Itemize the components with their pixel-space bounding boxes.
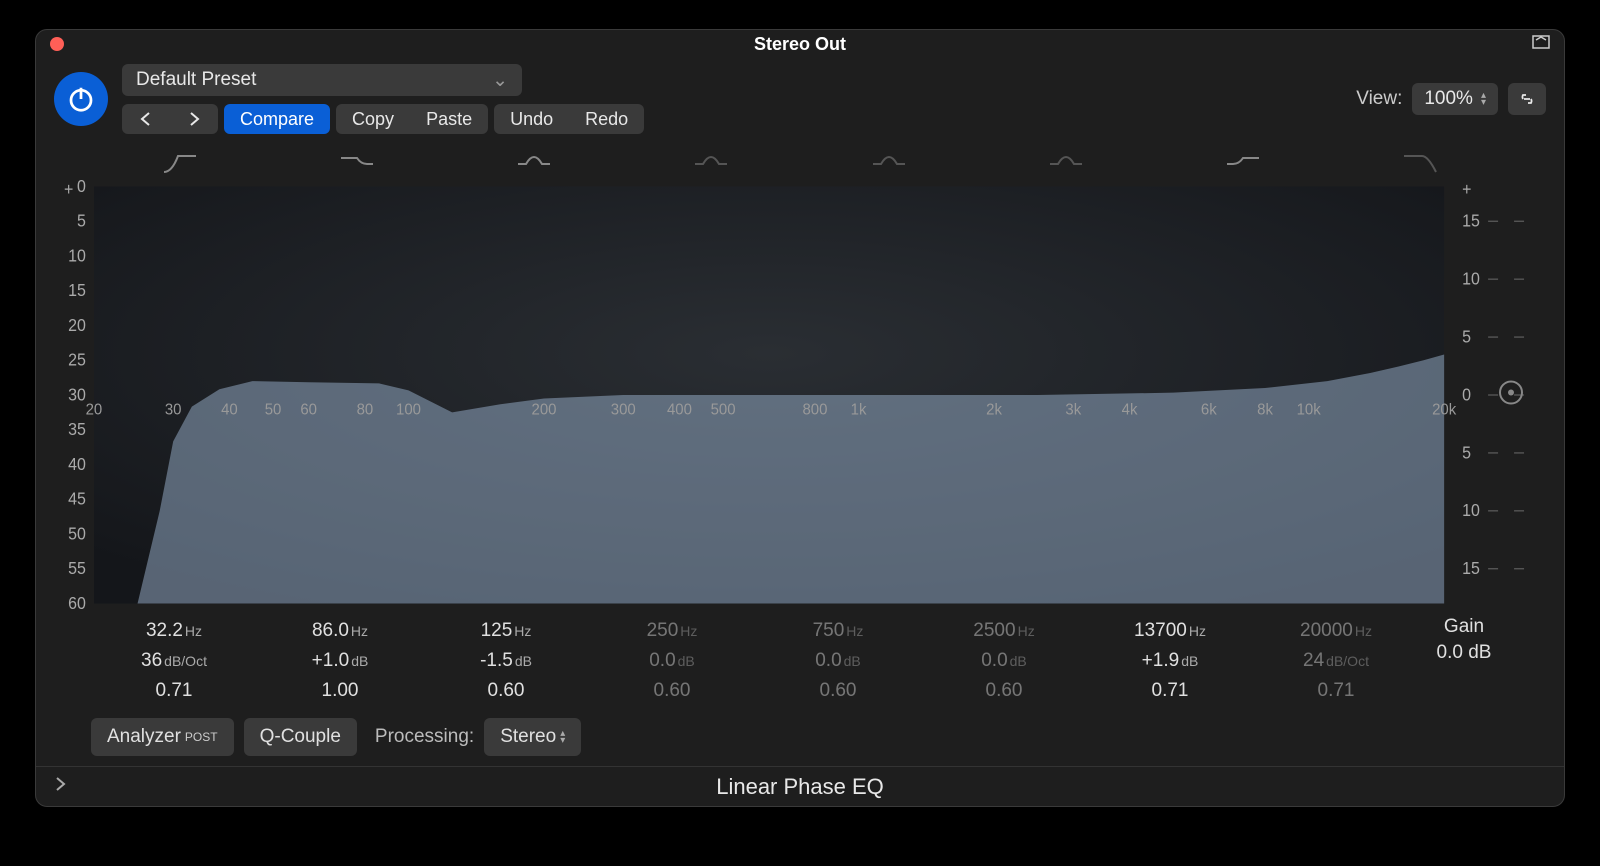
svg-text:15: 15 [68, 281, 86, 301]
band-8-type-icon[interactable] [1332, 148, 1509, 180]
svg-text:200: 200 [532, 401, 557, 419]
band-8-params[interactable]: 20000Hz24dB/Oct0.71 [1253, 616, 1419, 706]
svg-text:10: 10 [68, 246, 86, 266]
svg-text:30: 30 [68, 385, 86, 405]
redo-button[interactable]: Redo [569, 104, 644, 134]
svg-text:60: 60 [68, 593, 86, 610]
band-6-type-icon[interactable] [977, 148, 1154, 180]
preset-name: Default Preset [136, 69, 256, 91]
q-couple-button[interactable]: Q-Couple [244, 718, 357, 756]
svg-text:40: 40 [68, 454, 86, 474]
toolbar: Default Preset ⌄ Compare Copy Pas [36, 58, 1564, 144]
eq-graph[interactable]: +051015202530354045505560+15105051015203… [46, 180, 1554, 610]
svg-text:800: 800 [802, 401, 827, 419]
band-1-type-icon[interactable] [91, 148, 268, 180]
svg-text:80: 80 [357, 401, 374, 419]
svg-text:60: 60 [300, 401, 317, 419]
svg-text:5: 5 [1462, 327, 1471, 347]
band-4-params[interactable]: 250Hz0.0dB0.60 [589, 616, 755, 706]
analyzer-button[interactable]: AnalyzerPOST [91, 718, 234, 756]
band-7-type-icon[interactable] [1155, 148, 1332, 180]
close-button[interactable] [50, 37, 64, 51]
svg-text:8k: 8k [1257, 401, 1273, 419]
svg-text:15: 15 [1462, 559, 1480, 579]
svg-text:50: 50 [265, 401, 282, 419]
svg-text:100: 100 [396, 401, 421, 419]
svg-text:0: 0 [1462, 385, 1471, 405]
svg-text:3k: 3k [1065, 401, 1081, 419]
svg-text:10k: 10k [1297, 401, 1321, 419]
svg-text:30: 30 [165, 401, 182, 419]
view-zoom[interactable]: 100% ▴▾ [1412, 83, 1498, 115]
svg-text:300: 300 [611, 401, 636, 419]
band-6-params[interactable]: 2500Hz0.0dB0.60 [921, 616, 1087, 706]
undo-button[interactable]: Undo [494, 104, 569, 134]
link-button[interactable] [1508, 83, 1546, 115]
preset-selector[interactable]: Default Preset ⌄ [122, 64, 522, 96]
expand-button[interactable] [54, 776, 66, 797]
band-2-params[interactable]: 86.0Hz+1.0dB1.00 [257, 616, 423, 706]
prev-preset-button[interactable] [122, 104, 170, 134]
paste-button[interactable]: Paste [410, 104, 488, 134]
master-gain-readout[interactable]: Gain0.0 dB [1419, 616, 1509, 706]
svg-text:+: + [64, 180, 73, 199]
plugin-name: Linear Phase EQ [36, 774, 1564, 800]
band-1-params[interactable]: 32.2Hz36dB/Oct0.71 [91, 616, 257, 706]
compare-button[interactable]: Compare [224, 104, 330, 134]
footer: Linear Phase EQ [36, 766, 1564, 806]
svg-text:5: 5 [77, 211, 86, 231]
plugin-window: Stereo Out Default Preset ⌄ [35, 29, 1565, 807]
svg-text:55: 55 [68, 559, 86, 579]
svg-text:500: 500 [711, 401, 736, 419]
titlebar: Stereo Out [36, 30, 1564, 58]
processing-selector[interactable]: Stereo ▴▾ [484, 718, 581, 756]
window-title: Stereo Out [36, 34, 1564, 55]
svg-text:25: 25 [68, 350, 86, 370]
band-3-params[interactable]: 125Hz-1.5dB0.60 [423, 616, 589, 706]
power-button[interactable] [54, 72, 108, 126]
copy-button[interactable]: Copy [336, 104, 410, 134]
svg-text:4k: 4k [1122, 401, 1138, 419]
band-4-type-icon[interactable] [623, 148, 800, 180]
svg-text:40: 40 [221, 401, 238, 419]
svg-text:+: + [1462, 180, 1471, 199]
chevron-down-icon: ⌄ [492, 69, 508, 92]
band-7-params[interactable]: 13700Hz+1.9dB0.71 [1087, 616, 1253, 706]
svg-text:10: 10 [1462, 501, 1480, 521]
band-type-row [36, 144, 1564, 180]
band-3-type-icon[interactable] [446, 148, 623, 180]
band-5-params[interactable]: 750Hz0.0dB0.60 [755, 616, 921, 706]
processing-label: Processing: [375, 726, 474, 748]
bottom-bar: AnalyzerPOST Q-Couple Processing: Stereo… [36, 712, 1564, 766]
master-gain-knob[interactable] [1498, 380, 1524, 411]
svg-text:1k: 1k [851, 401, 867, 419]
svg-text:20: 20 [86, 401, 103, 419]
view-label: View: [1356, 88, 1402, 110]
next-preset-button[interactable] [170, 104, 218, 134]
stepper-icon: ▴▾ [1481, 92, 1486, 106]
band-2-type-icon[interactable] [268, 148, 445, 180]
svg-text:50: 50 [68, 524, 86, 544]
svg-text:10: 10 [1462, 269, 1480, 289]
svg-text:2k: 2k [986, 401, 1002, 419]
svg-text:15: 15 [1462, 211, 1480, 231]
svg-text:0: 0 [77, 180, 86, 196]
svg-text:6k: 6k [1201, 401, 1217, 419]
svg-text:400: 400 [667, 401, 692, 419]
band-params-row: 32.2Hz36dB/Oct0.7186.0Hz+1.0dB1.00125Hz-… [36, 610, 1564, 712]
band-5-type-icon[interactable] [800, 148, 977, 180]
stepper-icon: ▴▾ [560, 730, 565, 744]
svg-text:45: 45 [68, 489, 86, 509]
svg-text:20k: 20k [1432, 401, 1456, 419]
maximize-button[interactable] [1532, 35, 1550, 54]
svg-text:20: 20 [68, 315, 86, 335]
svg-text:5: 5 [1462, 443, 1471, 463]
svg-text:35: 35 [68, 420, 86, 440]
